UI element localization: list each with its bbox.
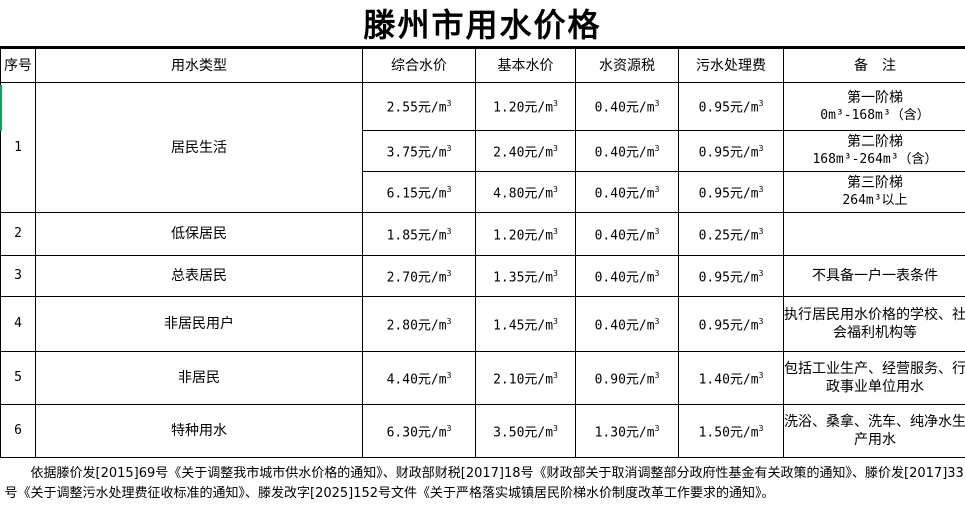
price-tax[interactable]: 0.40元/m3 [575,296,679,352]
header-cell[interactable]: 污水处理费 [678,46,784,83]
table-row: 1 居民生活 2.55元/m3 1.20元/m3 0.40元/m3 0.95元/m3 第一阶… [0,82,965,213]
water-type[interactable]: 居民生活 [35,82,363,213]
price-sewage[interactable]: 1.50元/m3 [678,404,784,458]
price-sewage[interactable]: 1.40元/m3 [678,351,784,405]
price-tax[interactable]: 0.40元/m3 [575,130,679,172]
note-cell[interactable]: 第三阶梯 264m³以上 [783,171,965,213]
price-sewage[interactable]: 0.25元/m3 [678,212,784,256]
price-basic[interactable]: 3.50元/m3 [475,404,576,458]
table-row: 5 非居民 4.40元/m3 2.10元/m3 0.90元/m3 1.40元/m3 包括工业… [0,351,965,405]
price-tax[interactable]: 1.30元/m3 [575,404,679,458]
water-type[interactable]: 非居民 [35,351,363,405]
table-row: 4 非居民用户 2.80元/m3 1.45元/m3 0.40元/m3 0.95元/m3 执行… [0,296,965,352]
row-number[interactable]: 6 [0,404,36,458]
note-cell[interactable]: 洗浴、桑拿、洗车、纯净水生产用水 [783,404,965,458]
page-title: 滕州市用水价格 [363,6,602,44]
price-basic[interactable]: 1.20元/m3 [475,82,576,131]
footnote[interactable]: 依据滕价发[2015]69号《关于调整我市城市供水价格的通知》、财政部财税[20… [0,457,965,529]
footnote-row: 依据滕价发[2015]69号《关于调整我市城市供水价格的通知》、财政部财税[20… [0,457,965,529]
price-basic[interactable]: 1.35元/m3 [475,255,576,297]
row-number[interactable]: 2 [0,212,36,256]
price-total[interactable]: 1.85元/m3 [362,212,476,256]
row-number[interactable]: 1 [0,82,36,213]
price-sewage[interactable]: 0.95元/m3 [678,82,784,131]
water-type[interactable]: 特种用水 [35,404,363,458]
price-sewage[interactable]: 0.95元/m3 [678,171,784,213]
table-row: 6 特种用水 6.30元/m3 3.50元/m3 1.30元/m3 1.50元/m3 洗浴、… [0,404,965,458]
price-tax[interactable]: 0.40元/m3 [575,171,679,213]
table-row: 3 总表居民 2.70元/m3 1.35元/m3 0.40元/m3 0.95元/m3 不具备… [0,255,965,297]
price-tax[interactable]: 0.40元/m3 [575,82,679,131]
price-total[interactable]: 2.55元/m3 [362,82,476,131]
price-total[interactable]: 3.75元/m3 [362,130,476,172]
note-cell[interactable]: 包括工业生产、经营服务、行政事业单位用水 [783,351,965,405]
header-cell[interactable]: 备 注 [783,46,965,83]
header-cell[interactable]: 用水类型 [35,46,363,83]
price-total[interactable]: 6.15元/m3 [362,171,476,213]
price-tax[interactable]: 0.90元/m3 [575,351,679,405]
water-price-table: 序号 用水类型 综合水价 基本水价 水资源税 污水处理费备 注 1 居民生活 2.55元/m3… [0,46,965,529]
water-type[interactable]: 非居民用户 [35,296,363,352]
price-basic[interactable]: 1.20元/m3 [475,212,576,256]
price-basic[interactable]: 2.40元/m3 [475,130,576,172]
price-basic[interactable]: 1.45元/m3 [475,296,576,352]
header-cell[interactable]: 水资源税 [575,46,679,83]
header-row: 序号 用水类型 综合水价 基本水价 水资源税 污水处理费备 注 [0,46,965,83]
price-basic[interactable]: 4.80元/m3 [475,171,576,213]
cell-selection-marker [0,85,2,131]
note-cell[interactable]: 不具备一户一表条件 [783,255,965,297]
price-sewage[interactable]: 0.95元/m3 [678,130,784,172]
price-total[interactable]: 2.80元/m3 [362,296,476,352]
water-type[interactable]: 低保居民 [35,212,363,256]
price-total[interactable]: 4.40元/m3 [362,351,476,405]
row-number[interactable]: 3 [0,255,36,297]
price-tax[interactable]: 0.40元/m3 [575,212,679,256]
table-row: 3.75元/m3 2.40元/m3 0.40元/m3 0.95元/m3 第二阶梯 168m… [1,130,965,172]
table-row: 6.15元/m3 4.80元/m3 0.40元/m3 0.95元/m3 第三阶梯 264m… [1,171,965,213]
note-cell[interactable]: 执行居民用水价格的学校、社会福利机构等 [783,296,965,352]
price-total[interactable]: 6.30元/m3 [362,404,476,458]
header-cell[interactable]: 基本水价 [475,46,576,83]
header-cell[interactable]: 综合水价 [362,46,476,83]
note-cell[interactable] [783,212,965,256]
row-number[interactable]: 5 [0,351,36,405]
price-tax[interactable]: 0.40元/m3 [575,255,679,297]
price-basic[interactable]: 2.10元/m3 [475,351,576,405]
row-number[interactable]: 4 [0,296,36,352]
price-sewage[interactable]: 0.95元/m3 [678,296,784,352]
note-cell[interactable]: 第二阶梯 168m³-264m³（含） [783,130,965,172]
header-cell[interactable]: 序号 [0,46,36,83]
water-type[interactable]: 总表居民 [35,255,363,297]
table-row: 2 低保居民 1.85元/m3 1.20元/m3 0.40元/m3 0.25元/m3 [0,212,965,256]
note-cell[interactable]: 第一阶梯 0m³-168m³（含） [783,82,965,131]
price-total[interactable]: 2.70元/m3 [362,255,476,297]
price-sewage[interactable]: 0.95元/m3 [678,255,784,297]
